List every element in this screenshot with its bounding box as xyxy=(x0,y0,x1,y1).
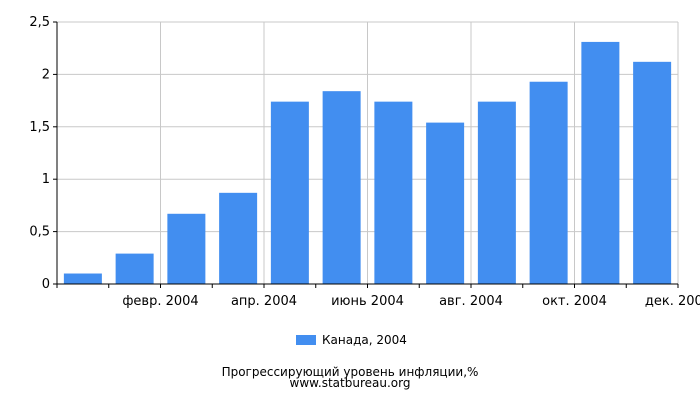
bar xyxy=(219,192,258,284)
bar xyxy=(581,41,620,284)
x-tick-label: февр. 2004 xyxy=(122,294,198,309)
bar xyxy=(374,101,413,284)
bar xyxy=(529,81,568,285)
chart-plot: 0 0,5 1 1,5 2 2,5 февр. 2004 апр. 2004 июнь 2004… xyxy=(29,15,700,309)
y-tick-label: 2 xyxy=(42,67,50,82)
legend: Канада, 2004 xyxy=(296,333,407,347)
chart-title: Прогрессирующий уровень инфляции,% xyxy=(221,365,479,379)
x-tick-label: июнь 2004 xyxy=(331,294,404,309)
x-tick-label: окт. 2004 xyxy=(542,294,607,309)
bar xyxy=(477,101,516,284)
legend-label: Канада, 2004 xyxy=(322,333,407,347)
bar xyxy=(270,101,309,284)
bar xyxy=(63,273,102,284)
y-tick-label: 1,5 xyxy=(29,120,50,135)
bar xyxy=(633,61,672,284)
bar xyxy=(322,91,361,284)
y-tick-label: 0,5 xyxy=(29,225,50,240)
x-tick-label: дек. 2004 xyxy=(645,294,700,309)
bar xyxy=(115,253,154,284)
bar xyxy=(167,213,206,284)
y-tick-label: 2,5 xyxy=(29,15,50,30)
x-tick-label: авг. 2004 xyxy=(439,294,503,309)
bar xyxy=(426,122,465,284)
legend-swatch xyxy=(296,335,316,345)
x-tick-label: апр. 2004 xyxy=(231,294,297,309)
y-tick-label: 1 xyxy=(42,172,50,187)
y-tick-label: 0 xyxy=(42,277,50,292)
chart-subtitle: www.statbureau.org xyxy=(289,376,411,390)
